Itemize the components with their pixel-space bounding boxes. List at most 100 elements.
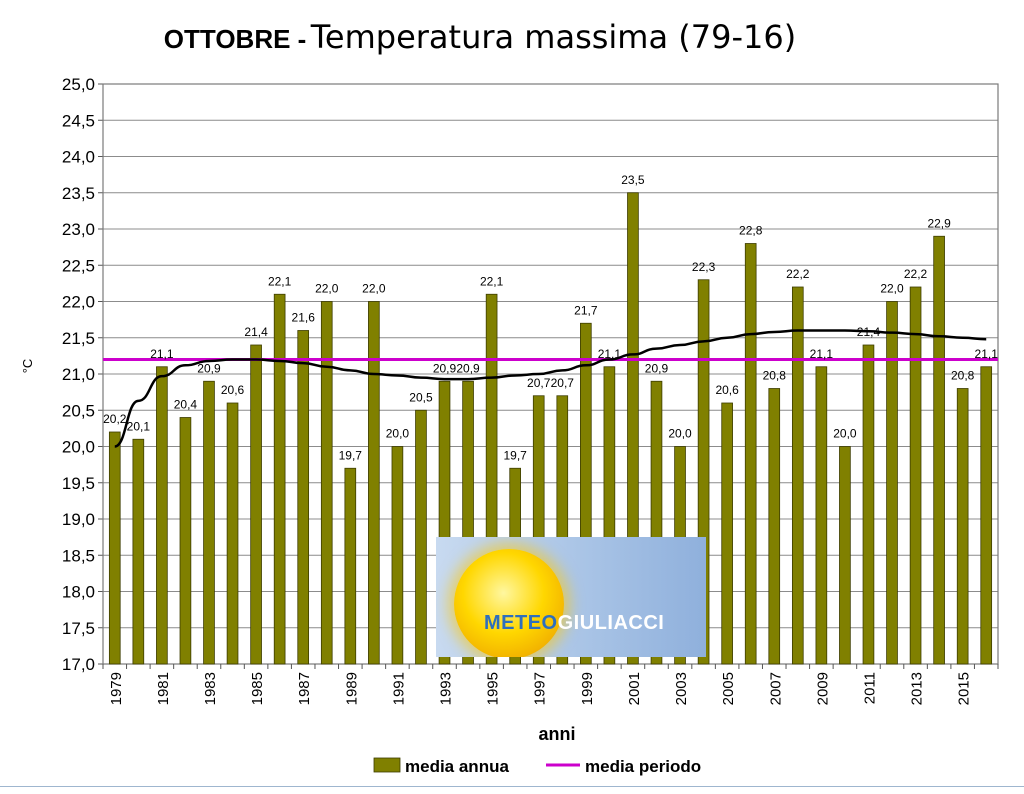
x-tick-label: 2009	[814, 672, 831, 705]
data-label: 22,2	[786, 267, 810, 281]
data-label: 20,9	[197, 361, 221, 375]
data-label: 21,1	[810, 347, 834, 361]
bar	[485, 293, 498, 665]
data-label: 19,7	[339, 448, 363, 462]
meteogiuliacci-logo: METEOGIULIACCI	[436, 537, 706, 657]
x-tick-label: 2007	[767, 672, 784, 705]
y-tick-label: 23,0	[62, 220, 95, 239]
title-month: OTTOBRE -	[163, 24, 307, 54]
data-label: 20,2	[103, 412, 127, 426]
data-label: 20,6	[221, 383, 245, 397]
data-label: 22,0	[880, 282, 904, 296]
bar	[980, 366, 993, 665]
data-label: 20,8	[763, 369, 787, 383]
data-label: 21,6	[292, 311, 316, 325]
data-label: 22,2	[904, 267, 928, 281]
logo-text-giuliacci: GIULIACCI	[557, 612, 665, 634]
x-tick-label: 1979	[108, 672, 125, 705]
data-label: 20,9	[645, 361, 669, 375]
x-tick-label: 1987	[296, 672, 313, 705]
bar	[839, 446, 851, 665]
data-label: 22,0	[362, 282, 386, 296]
data-label: 20,0	[668, 427, 692, 441]
chart-title: OTTOBRE - Temperatura massima (79-16)	[0, 18, 960, 56]
bar	[108, 431, 121, 665]
data-label: 21,4	[244, 325, 268, 339]
logo-text-meteo: METEO	[484, 612, 558, 634]
data-label: 20,4	[174, 398, 198, 412]
data-label: 21,1	[975, 347, 999, 361]
title-text: Temperatura massima (79-16)	[310, 18, 797, 56]
data-label: 21,7	[574, 303, 598, 317]
bar	[226, 402, 239, 665]
bar	[344, 467, 357, 665]
data-labels: 20,220,121,120,420,920,621,422,121,622,0…	[103, 173, 998, 463]
x-tick-label: 2003	[673, 672, 690, 705]
data-label: 20,7	[527, 376, 551, 390]
data-label: 22,9	[927, 216, 951, 230]
y-axis-label: °C	[20, 359, 35, 374]
y-tick-label: 18,5	[62, 546, 95, 565]
bar	[768, 388, 781, 665]
data-label: 20,7	[551, 376, 575, 390]
data-label: 22,1	[480, 274, 504, 288]
data-label: 21,1	[150, 347, 174, 361]
y-tick-label: 18,0	[62, 583, 95, 602]
data-label: 21,1	[598, 347, 622, 361]
data-label: 22,1	[268, 274, 292, 288]
bar	[320, 301, 333, 665]
bar	[886, 301, 898, 665]
legend-label-period: media periodo	[585, 757, 701, 776]
bar	[368, 301, 380, 665]
bar	[933, 235, 945, 665]
x-tick-label: 1997	[532, 672, 549, 705]
bar	[273, 293, 286, 665]
data-label: 21,4	[857, 325, 881, 339]
x-tick-label: 2005	[720, 672, 737, 705]
bar	[250, 344, 262, 665]
y-tick-label: 22,5	[62, 256, 95, 275]
data-label: 19,7	[503, 448, 527, 462]
x-tick-label: 2011	[861, 672, 878, 704]
bar	[462, 380, 474, 665]
bar	[909, 286, 922, 665]
y-tick-label: 17,5	[62, 619, 95, 638]
bar	[603, 366, 616, 665]
bar	[627, 192, 639, 665]
trend-line	[114, 329, 987, 448]
data-label: 22,0	[315, 282, 339, 296]
bar	[391, 446, 404, 665]
x-tick-label: 2015	[956, 672, 973, 705]
x-axis: 1979 1981 1983 1985 1987 1989 1991 1993 1995 1997…	[102, 664, 999, 705]
data-label: 22,3	[692, 260, 716, 274]
bar	[438, 380, 451, 665]
bar	[532, 395, 545, 665]
legend: media annua media periodo	[373, 757, 701, 776]
y-tick-label: 21,5	[62, 329, 95, 348]
bar	[956, 388, 969, 665]
y-tick-label: 19,5	[62, 474, 95, 493]
bar	[650, 380, 663, 665]
data-label: 20,9	[456, 361, 480, 375]
bottom-divider	[0, 786, 1024, 787]
x-tick-label: 2001	[626, 672, 643, 705]
data-label: 20,0	[833, 427, 857, 441]
y-tick-label: 22,0	[62, 293, 95, 312]
bar	[791, 286, 804, 665]
bar	[203, 380, 215, 665]
bars	[108, 192, 993, 665]
data-label: 23,5	[621, 173, 645, 187]
data-label: 20,1	[127, 419, 151, 433]
data-label: 20,8	[951, 369, 975, 383]
x-tick-label: 1985	[249, 672, 266, 705]
x-tick-label: 2013	[909, 672, 926, 705]
bar	[415, 409, 427, 665]
x-tick-label: 1989	[343, 672, 360, 705]
bar	[179, 417, 192, 665]
x-tick-label: 1995	[485, 672, 502, 705]
y-tick-label: 24,5	[62, 111, 95, 130]
x-axis-label: anni	[538, 724, 575, 744]
y-tick-label: 21,0	[62, 365, 95, 384]
y-tick-label: 23,5	[62, 184, 95, 203]
